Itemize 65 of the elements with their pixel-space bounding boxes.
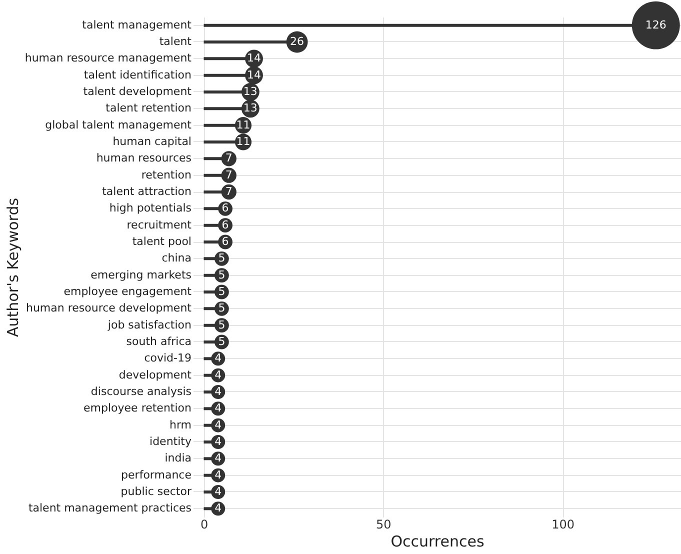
y-tick-label: retention bbox=[141, 168, 192, 182]
y-tick-label: covid-19 bbox=[144, 352, 192, 365]
data-label: 4 bbox=[214, 368, 222, 382]
y-tick-label: talent development bbox=[83, 85, 192, 98]
data-label: 4 bbox=[214, 352, 222, 365]
data-label: 7 bbox=[225, 168, 232, 182]
data-label: 14 bbox=[247, 68, 261, 82]
data-label: 13 bbox=[243, 102, 258, 115]
data-label: 126 bbox=[645, 18, 666, 32]
y-tick-label: human capital bbox=[112, 135, 192, 148]
data-label: 4 bbox=[214, 418, 222, 432]
data-label: 5 bbox=[218, 318, 226, 332]
y-tick-label: development bbox=[118, 368, 192, 382]
y-tick-label: public sector bbox=[120, 485, 192, 498]
y-tick-label: india bbox=[164, 452, 192, 465]
y-tick-label: discourse analysis bbox=[90, 385, 192, 398]
data-label: 5 bbox=[218, 335, 226, 348]
y-axis-title: Author's Keywords bbox=[4, 198, 22, 338]
data-label: 4 bbox=[214, 452, 222, 465]
x-tick-label: 0 bbox=[200, 518, 208, 532]
y-tick-label: recruitment bbox=[126, 218, 192, 232]
data-label: 5 bbox=[218, 268, 226, 282]
data-label: 4 bbox=[214, 502, 222, 515]
y-tick-label: human resource management bbox=[24, 52, 192, 65]
y-tick-label: talent attraction bbox=[102, 185, 192, 198]
y-tick-label: hrm bbox=[169, 418, 192, 432]
y-tick-label: emerging markets bbox=[90, 268, 192, 282]
y-tick-label: talent management practices bbox=[28, 502, 192, 515]
data-label: 5 bbox=[218, 302, 226, 315]
data-label: 4 bbox=[214, 402, 222, 415]
y-tick-label: performance bbox=[121, 468, 192, 482]
data-label: 6 bbox=[222, 235, 229, 248]
data-label: 4 bbox=[214, 468, 222, 482]
y-tick-label: human resource development bbox=[26, 302, 192, 315]
y-tick-label: talent bbox=[159, 35, 192, 48]
y-tick-label: human resources bbox=[96, 152, 192, 165]
data-label: 5 bbox=[218, 252, 226, 265]
y-tick-label: talent pool bbox=[132, 235, 192, 248]
data-label: 14 bbox=[247, 52, 261, 65]
data-label: 6 bbox=[222, 218, 229, 232]
data-label: 4 bbox=[214, 435, 222, 448]
y-tick-label: talent management bbox=[82, 18, 192, 32]
y-tick-label: employee retention bbox=[84, 402, 192, 415]
y-tick-label: job satisfaction bbox=[106, 318, 192, 332]
data-label: 7 bbox=[225, 185, 232, 198]
y-tick-label: china bbox=[162, 252, 192, 265]
x-tick-label: 50 bbox=[376, 518, 392, 532]
data-label: 11 bbox=[236, 135, 250, 148]
data-label: 6 bbox=[222, 202, 229, 215]
data-label: 4 bbox=[214, 485, 222, 498]
y-tick-label: south africa bbox=[126, 335, 192, 348]
y-tick-label: identity bbox=[150, 435, 192, 448]
y-tick-label: employee engagement bbox=[64, 285, 192, 298]
data-label: 4 bbox=[214, 385, 222, 398]
data-label: 5 bbox=[218, 285, 226, 298]
x-axis-title: Occurrences bbox=[390, 532, 484, 550]
data-label: 11 bbox=[236, 118, 250, 132]
data-label: 7 bbox=[225, 152, 232, 165]
y-tick-label: talent identification bbox=[84, 68, 192, 82]
x-tick-label: 100 bbox=[552, 518, 575, 532]
data-label: 13 bbox=[243, 85, 258, 98]
y-tick-label: talent retention bbox=[106, 102, 192, 115]
data-label: 26 bbox=[290, 35, 304, 48]
y-tick-label: high potentials bbox=[109, 202, 192, 215]
y-tick-label: global talent management bbox=[45, 118, 192, 132]
